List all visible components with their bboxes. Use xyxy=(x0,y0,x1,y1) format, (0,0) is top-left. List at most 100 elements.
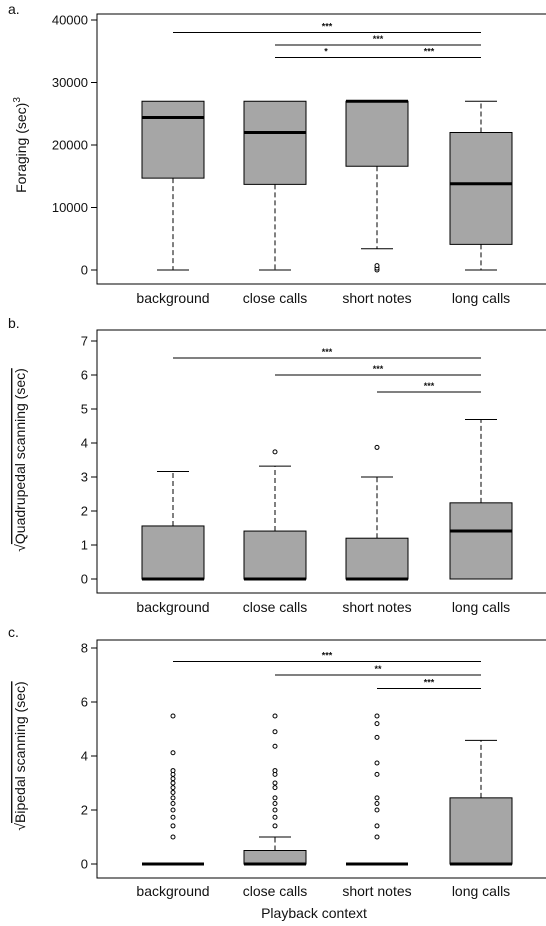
y-tick-label: 4 xyxy=(81,749,88,764)
y-tick-label: 6 xyxy=(81,695,88,710)
category-label: close calls xyxy=(243,599,308,615)
y-tick-label: 10000 xyxy=(52,200,88,215)
y-tick-label: 0 xyxy=(81,857,88,872)
box xyxy=(345,100,409,167)
y-tick-label: 8 xyxy=(81,641,88,656)
y-axis-title: Foraging (sec)3 xyxy=(12,97,29,193)
outlier-point xyxy=(272,814,278,820)
outlier-point xyxy=(374,834,380,840)
outlier-point xyxy=(374,801,380,807)
y-axis-title-text: Foraging (sec) xyxy=(13,103,29,193)
panel-label: b. xyxy=(8,315,20,331)
outlier-point xyxy=(170,834,176,840)
box xyxy=(449,797,513,865)
box xyxy=(345,537,409,580)
y-tick-label: 7 xyxy=(81,334,88,349)
outlier-point xyxy=(170,801,176,807)
y-axis-title: √Bipedal scanning (sec) xyxy=(12,681,28,830)
outlier-point xyxy=(374,771,380,777)
outlier-point xyxy=(170,780,176,786)
y-axis-title-text: Bipedal scanning (sec) xyxy=(12,681,28,823)
outlier-point xyxy=(272,743,278,749)
outlier-point xyxy=(374,760,380,766)
box xyxy=(449,132,513,245)
outlier-point xyxy=(374,444,380,450)
outlier-point xyxy=(374,734,380,740)
significance-label: * xyxy=(324,47,328,57)
outlier-point xyxy=(272,780,278,786)
outlier-point xyxy=(374,713,380,719)
outlier-point xyxy=(374,795,380,801)
y-tick-label: 0 xyxy=(81,263,88,278)
panel-label: c. xyxy=(8,624,19,640)
outlier-point xyxy=(170,768,176,774)
box xyxy=(243,100,307,185)
significance-label: *** xyxy=(373,364,384,374)
y-tick-label: 5 xyxy=(81,402,88,417)
outlier-point xyxy=(170,776,176,782)
y-axis-title-text: Quadrupedal scanning (sec) xyxy=(12,368,28,544)
panel-frame xyxy=(96,13,546,285)
significance-label: *** xyxy=(322,651,333,661)
significance-label: *** xyxy=(373,34,384,44)
outlier-point xyxy=(170,789,176,795)
box xyxy=(243,850,307,865)
significance-label: *** xyxy=(424,381,435,391)
significance-label: *** xyxy=(322,347,333,357)
outlier-point xyxy=(170,814,176,820)
outlier-point xyxy=(272,801,278,807)
category-label: background xyxy=(136,883,209,899)
outlier-point xyxy=(170,785,176,791)
panel-frame xyxy=(96,639,546,879)
category-label: long calls xyxy=(452,883,510,899)
y-axis-title: √Quadrupedal scanning (sec) xyxy=(12,368,28,552)
y-tick-label: 20000 xyxy=(52,138,88,153)
box xyxy=(243,530,307,580)
category-label: short notes xyxy=(342,883,411,899)
x-axis-title: Playback context xyxy=(261,905,367,921)
outlier-point xyxy=(374,263,380,269)
category-label: background xyxy=(136,599,209,615)
outlier-point xyxy=(272,713,278,719)
panel-frame xyxy=(96,329,546,594)
y-tick-label: 4 xyxy=(81,436,88,451)
category-label: long calls xyxy=(452,290,510,306)
outlier-point xyxy=(272,785,278,791)
outlier-point xyxy=(272,729,278,735)
category-label: close calls xyxy=(243,883,308,899)
category-label: long calls xyxy=(452,599,510,615)
outlier-point xyxy=(272,823,278,829)
box xyxy=(449,502,513,580)
category-label: close calls xyxy=(243,290,308,306)
significance-label: *** xyxy=(424,678,435,688)
box xyxy=(141,525,205,580)
significance-label: ** xyxy=(374,664,382,674)
y-tick-label: 3 xyxy=(81,470,88,485)
outlier-point xyxy=(272,449,278,455)
outlier-point xyxy=(170,795,176,801)
y-tick-label: 6 xyxy=(81,368,88,383)
category-label: short notes xyxy=(342,599,411,615)
outlier-point xyxy=(170,823,176,829)
box xyxy=(141,100,205,179)
y-axis-title-superscript: 3 xyxy=(12,97,23,103)
panel-label: a. xyxy=(8,1,20,17)
y-tick-label: 1 xyxy=(81,538,88,553)
outlier-point xyxy=(170,750,176,756)
y-tick-label: 40000 xyxy=(52,13,88,28)
outlier-point xyxy=(170,807,176,813)
y-tick-label: 0 xyxy=(81,572,88,587)
outlier-point xyxy=(374,823,380,829)
outlier-point xyxy=(272,768,278,774)
outlier-point xyxy=(272,795,278,801)
y-tick-label: 2 xyxy=(81,504,88,519)
y-tick-label: 30000 xyxy=(52,75,88,90)
significance-label: *** xyxy=(424,47,435,57)
outlier-point xyxy=(170,713,176,719)
outlier-point xyxy=(374,807,380,813)
sqrt-symbol: √ xyxy=(12,544,28,552)
outlier-point xyxy=(374,721,380,727)
outlier-point xyxy=(272,807,278,813)
category-label: short notes xyxy=(342,290,411,306)
